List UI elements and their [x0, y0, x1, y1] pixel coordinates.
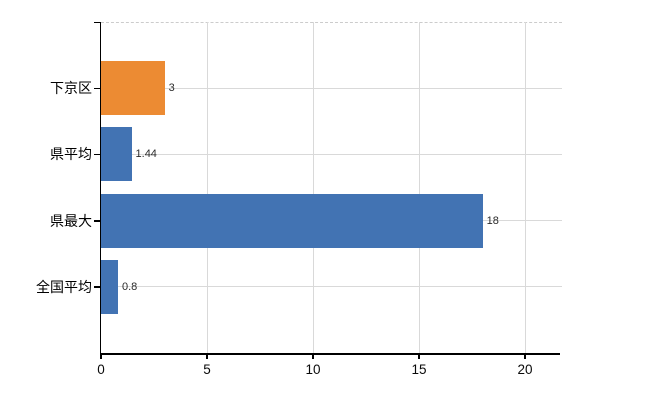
x-tick	[524, 353, 526, 359]
x-tick	[100, 353, 102, 359]
bar	[101, 127, 132, 182]
y-tick	[94, 286, 101, 288]
category-label: 県平均	[50, 146, 92, 163]
bar-value-label: 1.44	[135, 148, 157, 161]
y-gridline	[101, 286, 562, 288]
x-gridline	[524, 22, 526, 353]
y-tick	[94, 153, 101, 156]
x-tick-label: 15	[411, 362, 427, 377]
y-tick	[94, 21, 101, 23]
plot-top-border	[101, 22, 562, 23]
x-gridline	[206, 22, 208, 353]
y-gridline	[101, 153, 562, 155]
x-tick-label: 5	[203, 362, 211, 377]
x-tick-label: 10	[305, 362, 321, 377]
x-tick-label: 0	[97, 362, 105, 377]
y-tick	[94, 220, 101, 222]
category-label: 下京区	[50, 80, 92, 97]
category-label: 県最大	[50, 212, 92, 229]
x-tick	[206, 353, 208, 359]
x-tick	[312, 353, 314, 359]
category-label: 全国平均	[36, 278, 92, 295]
x-tick-label: 20	[517, 362, 533, 377]
bar-value-label: 0.8	[121, 280, 138, 293]
bar	[101, 259, 118, 314]
x-gridline	[418, 22, 420, 353]
x-axis-line	[99, 353, 560, 355]
x-gridline	[312, 22, 314, 353]
bar	[101, 193, 483, 248]
y-gridline	[101, 87, 562, 89]
x-tick	[418, 353, 420, 359]
bar-value-label: 3	[168, 82, 175, 95]
y-axis-line	[99, 22, 101, 353]
bar	[101, 61, 165, 116]
y-tick	[94, 87, 101, 90]
bar-value-label: 18	[486, 214, 499, 227]
